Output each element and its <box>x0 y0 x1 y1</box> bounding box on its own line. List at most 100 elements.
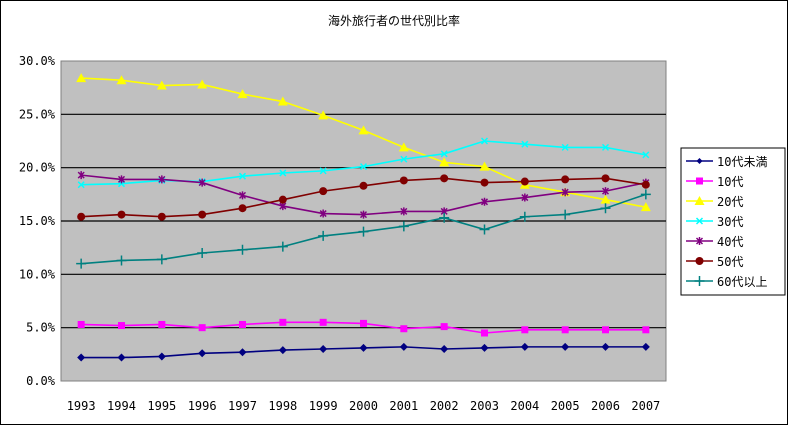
data-point <box>238 172 247 180</box>
data-point <box>400 325 408 333</box>
data-point <box>358 125 369 135</box>
data-point <box>695 217 704 225</box>
data-point <box>198 178 206 187</box>
data-point <box>77 212 86 221</box>
legend-label: 10代 <box>717 175 743 189</box>
data-point <box>238 204 247 213</box>
data-point <box>641 342 650 351</box>
data-point <box>440 345 449 353</box>
data-point <box>600 194 611 204</box>
legend-label: 40代 <box>717 235 743 249</box>
data-point <box>520 177 529 186</box>
data-point <box>480 178 489 187</box>
legend-item: 40代 <box>686 235 743 249</box>
legend-item: 30代 <box>686 215 743 229</box>
y-tick-label: 30.0% <box>19 54 56 68</box>
data-point <box>116 255 127 266</box>
data-point <box>318 110 329 120</box>
data-point <box>319 318 327 326</box>
x-tick-label: 2001 <box>389 399 418 413</box>
data-point <box>561 342 570 351</box>
data-point <box>479 224 490 235</box>
data-point <box>520 342 529 351</box>
data-point <box>198 349 207 358</box>
y-tick-label: 25.0% <box>19 107 56 121</box>
chart-title: 海外旅行者の世代別比率 <box>328 13 460 28</box>
data-point <box>279 169 287 177</box>
data-point <box>359 181 368 190</box>
data-point <box>601 342 610 351</box>
data-point <box>601 174 610 183</box>
data-point <box>359 343 368 352</box>
x-tick-label: 1999 <box>309 399 338 413</box>
data-point <box>640 202 651 212</box>
data-point <box>694 276 705 286</box>
data-point <box>440 150 448 158</box>
data-point <box>521 140 529 148</box>
data-point <box>440 323 448 331</box>
data-point <box>360 319 367 327</box>
x-tick-label: 2006 <box>591 399 620 413</box>
data-point <box>157 352 166 361</box>
data-point <box>560 209 571 220</box>
data-point <box>197 79 208 89</box>
data-point <box>480 197 489 206</box>
y-tick-label: 10.0% <box>19 267 56 281</box>
data-point <box>117 210 126 219</box>
data-point <box>561 188 569 197</box>
data-point <box>278 346 287 355</box>
legend-label: 20代 <box>717 195 743 209</box>
data-point <box>398 142 409 152</box>
data-point <box>76 73 87 83</box>
data-point <box>157 212 166 221</box>
data-point <box>77 181 85 189</box>
data-point <box>237 244 248 255</box>
data-point <box>561 143 569 151</box>
data-point <box>480 137 489 145</box>
x-tick-label: 2000 <box>349 399 378 413</box>
data-point <box>238 348 247 357</box>
data-point <box>238 191 247 200</box>
data-point <box>118 322 125 330</box>
legend-label: 30代 <box>717 215 743 229</box>
data-point <box>561 326 569 334</box>
data-point <box>694 196 705 205</box>
data-point <box>696 158 703 164</box>
legend-label: 10代未満 <box>717 155 767 169</box>
data-point <box>319 167 327 175</box>
x-tick-label: 1996 <box>188 399 217 413</box>
x-tick-label: 1997 <box>228 399 257 413</box>
data-point <box>398 221 409 232</box>
data-point <box>156 254 167 265</box>
y-tick-label: 20.0% <box>19 161 56 175</box>
x-tick-label: 1998 <box>268 399 297 413</box>
data-point <box>602 326 609 334</box>
data-point <box>319 209 327 218</box>
series-1 <box>77 318 650 337</box>
data-point <box>77 171 85 180</box>
data-point <box>198 210 207 219</box>
x-tick-label: 1994 <box>107 399 136 413</box>
data-point <box>358 226 369 237</box>
data-point <box>359 210 368 219</box>
y-tick-label: 0.0% <box>26 374 56 388</box>
data-point <box>117 175 126 184</box>
y-tick-label: 15.0% <box>19 214 56 228</box>
legend-item: 10代 <box>686 175 743 189</box>
data-point <box>439 212 450 223</box>
data-point <box>359 163 368 171</box>
data-point <box>519 211 530 222</box>
data-point <box>400 155 408 163</box>
data-point <box>399 342 408 351</box>
data-point <box>237 89 248 99</box>
data-point <box>521 326 529 334</box>
data-point <box>481 329 488 337</box>
data-point <box>601 143 610 151</box>
data-point <box>319 187 328 196</box>
data-point <box>561 175 570 184</box>
legend-item: 10代未満 <box>686 155 767 169</box>
x-tick-label: 1995 <box>147 399 176 413</box>
data-point <box>600 203 611 214</box>
legend-item: 50代 <box>686 255 743 269</box>
